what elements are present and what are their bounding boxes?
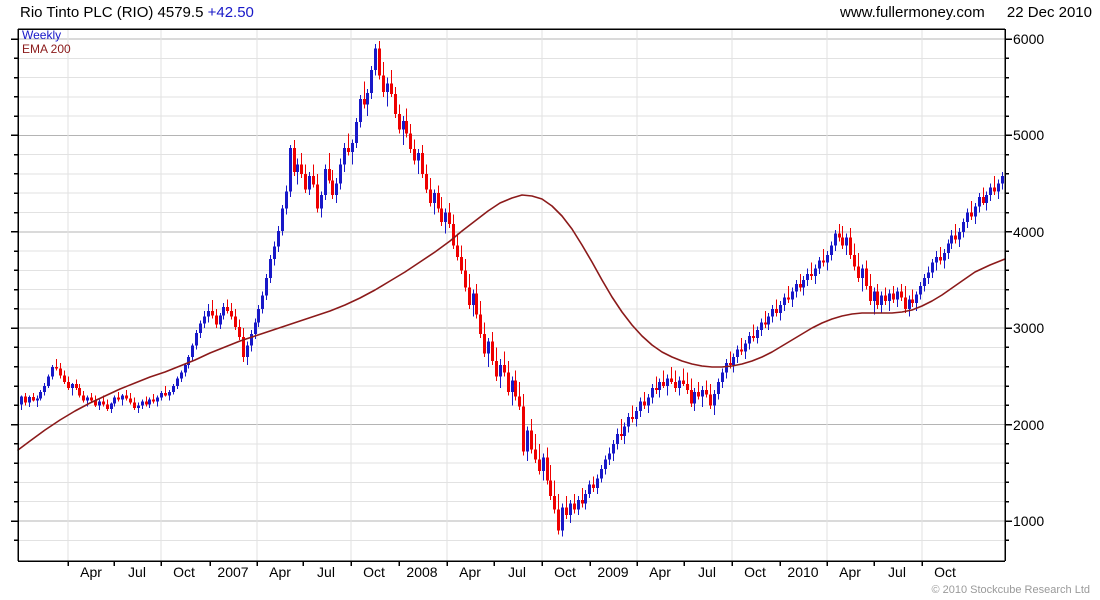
x-axis-tick-label: Oct [173,564,195,580]
x-axis-tick-label: 2008 [406,564,438,580]
y-axis-tick-label: 2000 [1013,416,1045,433]
x-axis-tick-label: Oct [934,564,956,580]
axis-ticks [11,38,1012,566]
x-axis-tick-label: Jul [698,564,716,580]
x-axis-tick-label: Oct [363,564,385,580]
ema200-line [17,194,1006,451]
x-axis-tick-label: Oct [744,564,766,580]
x-axis-tick-label: Apr [459,564,481,580]
x-axis-tick-label: Oct [554,564,576,580]
x-axis-tick-label: Jul [128,564,146,580]
y-axis-tick-label: 4000 [1013,223,1045,240]
x-axis-tick-label: Apr [80,564,102,580]
chart-date: 22 Dec 2010 [1006,4,1092,21]
x-axis-tick-label: Apr [269,564,291,580]
x-axis-tick-label: Apr [649,564,671,580]
y-axis-tick-label: 6000 [1013,31,1045,47]
y-axis-tick-label: 5000 [1013,127,1045,144]
chart-axes [17,28,1006,562]
legend-item-ema200: EMA 200 [22,42,71,56]
x-axis-tick-label: Apr [839,564,861,580]
x-axis-tick-label: Jul [888,564,906,580]
copyright-notice: © 2010 Stockcube Research Ltd [931,584,1090,596]
x-axis-tick-label: 2007 [217,564,249,580]
major-gridlines [18,38,1005,522]
minor-gridlines [18,57,1005,541]
chart-legend: Weekly EMA 200 [22,28,71,56]
y-axis-tick-label: 1000 [1013,513,1045,529]
chart-header-left: Rio Tinto PLC (RIO) 4579.5 +42.50 [20,0,254,26]
x-axis-tick-label: Jul [317,564,335,580]
x-axis-tick-label: 2009 [597,564,629,580]
y-axis-tick-label: 3000 [1013,320,1045,337]
website-label: www.fullermoney.com [839,4,985,21]
x-axis-tick-label: Jul [508,564,526,580]
instrument-title: Rio Tinto PLC (RIO) 4579.5 [20,4,204,21]
legend-item-weekly: Weekly [22,28,62,42]
candlestick-series [19,40,1005,537]
price-change: +42.50 [207,4,254,21]
chart-header-right: www.fullermoney.com 22 Dec 2010 [840,0,1092,26]
x-axis-tick-label: 2010 [787,564,819,580]
vertical-gridlines [67,29,923,561]
